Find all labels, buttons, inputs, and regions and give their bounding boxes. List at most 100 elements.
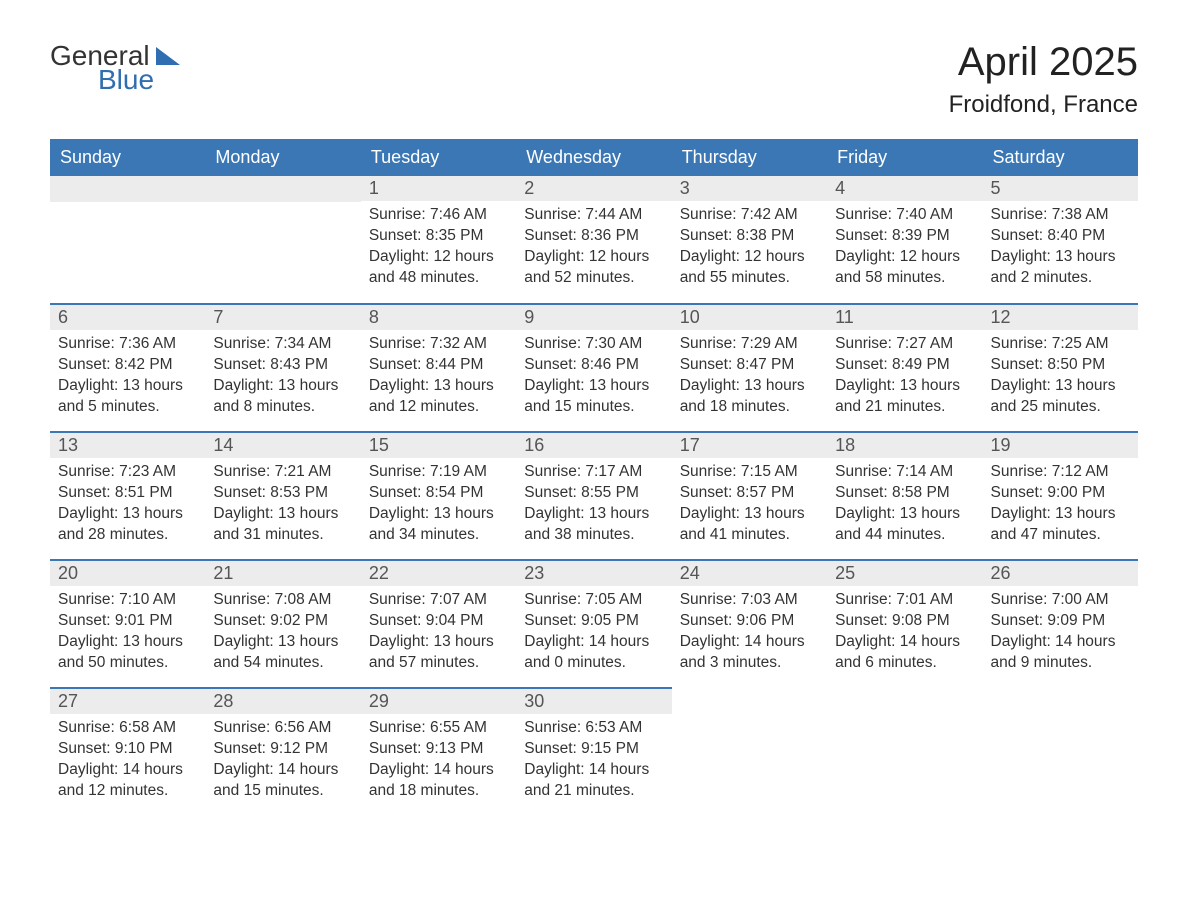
calendar-day-cell: 24Sunrise: 7:03 AMSunset: 9:06 PMDayligh… [672,560,827,688]
sunset-text: Sunset: 8:46 PM [524,355,663,376]
calendar-day-cell: 9Sunrise: 7:30 AMSunset: 8:46 PMDaylight… [516,304,671,432]
day-number: 25 [827,561,982,586]
calendar-week-row: 6Sunrise: 7:36 AMSunset: 8:42 PMDaylight… [50,304,1138,432]
calendar-day-cell: 7Sunrise: 7:34 AMSunset: 8:43 PMDaylight… [205,304,360,432]
day-details: Sunrise: 7:08 AMSunset: 9:02 PMDaylight:… [205,586,360,682]
sunset-text: Sunset: 9:02 PM [213,611,352,632]
day-number-empty [205,176,360,202]
day-details: Sunrise: 7:36 AMSunset: 8:42 PMDaylight:… [50,330,205,426]
calendar-table: Sunday Monday Tuesday Wednesday Thursday… [50,139,1138,816]
day-details: Sunrise: 7:40 AMSunset: 8:39 PMDaylight:… [827,201,982,297]
weekday-header: Monday [205,139,360,176]
day-details: Sunrise: 7:03 AMSunset: 9:06 PMDaylight:… [672,586,827,682]
day-details: Sunrise: 7:42 AMSunset: 8:38 PMDaylight:… [672,201,827,297]
day-details: Sunrise: 7:21 AMSunset: 8:53 PMDaylight:… [205,458,360,554]
month-year-title: April 2025 [949,40,1138,85]
daylight-text: Daylight: 13 hours and 25 minutes. [991,376,1130,418]
weekday-header: Saturday [983,139,1138,176]
sunrise-text: Sunrise: 7:05 AM [524,590,663,611]
calendar-day-cell [827,688,982,816]
calendar-day-cell: 11Sunrise: 7:27 AMSunset: 8:49 PMDayligh… [827,304,982,432]
daylight-text: Daylight: 14 hours and 12 minutes. [58,760,197,802]
daylight-text: Daylight: 13 hours and 8 minutes. [213,376,352,418]
weekday-header: Friday [827,139,982,176]
sunrise-text: Sunrise: 6:56 AM [213,718,352,739]
sunrise-text: Sunrise: 7:29 AM [680,334,819,355]
weekday-header: Tuesday [361,139,516,176]
sunset-text: Sunset: 8:38 PM [680,226,819,247]
sunrise-text: Sunrise: 7:23 AM [58,462,197,483]
logo: General Blue [50,40,180,96]
day-number: 7 [205,305,360,330]
daylight-text: Daylight: 12 hours and 48 minutes. [369,247,508,289]
calendar-day-cell: 28Sunrise: 6:56 AMSunset: 9:12 PMDayligh… [205,688,360,816]
sunrise-text: Sunrise: 7:08 AM [213,590,352,611]
day-number: 17 [672,433,827,458]
day-number: 11 [827,305,982,330]
sunset-text: Sunset: 8:57 PM [680,483,819,504]
daylight-text: Daylight: 12 hours and 55 minutes. [680,247,819,289]
sunrise-text: Sunrise: 7:32 AM [369,334,508,355]
sunrise-text: Sunrise: 7:30 AM [524,334,663,355]
sunset-text: Sunset: 8:47 PM [680,355,819,376]
day-number: 9 [516,305,671,330]
page-header: General Blue April 2025 Froidfond, Franc… [50,40,1138,119]
day-number: 6 [50,305,205,330]
sunrise-text: Sunrise: 7:46 AM [369,205,508,226]
weekday-header: Sunday [50,139,205,176]
day-number: 5 [983,176,1138,201]
daylight-text: Daylight: 14 hours and 6 minutes. [835,632,974,674]
calendar-day-cell: 21Sunrise: 7:08 AMSunset: 9:02 PMDayligh… [205,560,360,688]
calendar-week-row: 20Sunrise: 7:10 AMSunset: 9:01 PMDayligh… [50,560,1138,688]
day-number: 28 [205,689,360,714]
day-details: Sunrise: 7:14 AMSunset: 8:58 PMDaylight:… [827,458,982,554]
day-details: Sunrise: 6:53 AMSunset: 9:15 PMDaylight:… [516,714,671,810]
day-number: 20 [50,561,205,586]
daylight-text: Daylight: 13 hours and 34 minutes. [369,504,508,546]
calendar-day-cell: 27Sunrise: 6:58 AMSunset: 9:10 PMDayligh… [50,688,205,816]
title-block: April 2025 Froidfond, France [949,40,1138,119]
day-details: Sunrise: 7:10 AMSunset: 9:01 PMDaylight:… [50,586,205,682]
daylight-text: Daylight: 13 hours and 5 minutes. [58,376,197,418]
sunrise-text: Sunrise: 7:03 AM [680,590,819,611]
day-number: 16 [516,433,671,458]
daylight-text: Daylight: 13 hours and 47 minutes. [991,504,1130,546]
day-details: Sunrise: 7:05 AMSunset: 9:05 PMDaylight:… [516,586,671,682]
sunrise-text: Sunrise: 7:10 AM [58,590,197,611]
day-details: Sunrise: 7:15 AMSunset: 8:57 PMDaylight:… [672,458,827,554]
day-details: Sunrise: 7:29 AMSunset: 8:47 PMDaylight:… [672,330,827,426]
day-details: Sunrise: 7:25 AMSunset: 8:50 PMDaylight:… [983,330,1138,426]
day-details: Sunrise: 7:32 AMSunset: 8:44 PMDaylight:… [361,330,516,426]
weekday-header-row: Sunday Monday Tuesday Wednesday Thursday… [50,139,1138,176]
sunset-text: Sunset: 8:40 PM [991,226,1130,247]
sunrise-text: Sunrise: 7:25 AM [991,334,1130,355]
sunset-text: Sunset: 8:53 PM [213,483,352,504]
logo-triangle-icon [156,47,180,65]
day-number: 1 [361,176,516,201]
day-details: Sunrise: 7:00 AMSunset: 9:09 PMDaylight:… [983,586,1138,682]
day-number-empty [50,176,205,202]
sunset-text: Sunset: 8:58 PM [835,483,974,504]
daylight-text: Daylight: 14 hours and 9 minutes. [991,632,1130,674]
calendar-day-cell: 20Sunrise: 7:10 AMSunset: 9:01 PMDayligh… [50,560,205,688]
day-number: 18 [827,433,982,458]
day-details: Sunrise: 7:44 AMSunset: 8:36 PMDaylight:… [516,201,671,297]
calendar-day-cell: 10Sunrise: 7:29 AMSunset: 8:47 PMDayligh… [672,304,827,432]
day-number: 10 [672,305,827,330]
day-number: 3 [672,176,827,201]
calendar-day-cell [50,176,205,304]
calendar-day-cell: 6Sunrise: 7:36 AMSunset: 8:42 PMDaylight… [50,304,205,432]
daylight-text: Daylight: 12 hours and 52 minutes. [524,247,663,289]
day-number: 24 [672,561,827,586]
day-number: 14 [205,433,360,458]
daylight-text: Daylight: 13 hours and 12 minutes. [369,376,508,418]
daylight-text: Daylight: 12 hours and 58 minutes. [835,247,974,289]
day-details: Sunrise: 7:07 AMSunset: 9:04 PMDaylight:… [361,586,516,682]
day-details: Sunrise: 7:23 AMSunset: 8:51 PMDaylight:… [50,458,205,554]
daylight-text: Daylight: 14 hours and 0 minutes. [524,632,663,674]
day-number: 22 [361,561,516,586]
daylight-text: Daylight: 13 hours and 57 minutes. [369,632,508,674]
daylight-text: Daylight: 14 hours and 21 minutes. [524,760,663,802]
day-details: Sunrise: 7:01 AMSunset: 9:08 PMDaylight:… [827,586,982,682]
day-details: Sunrise: 7:27 AMSunset: 8:49 PMDaylight:… [827,330,982,426]
